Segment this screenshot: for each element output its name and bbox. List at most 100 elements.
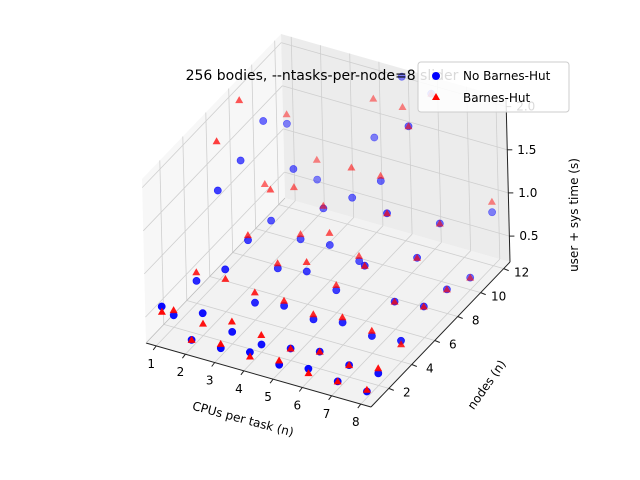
legend-marker-barnes-hut	[432, 93, 440, 100]
point-barnes-hut	[227, 317, 236, 325]
grid-x-back	[495, 95, 501, 260]
y-tick-mark	[457, 316, 463, 319]
point-barnes-hut	[404, 122, 413, 130]
grid-y-floor	[209, 276, 435, 341]
point-barnes-hut	[419, 302, 428, 310]
point-no-barnes-hut	[257, 340, 266, 349]
grid-y-floor	[186, 300, 412, 365]
x-tick-label: 7	[323, 407, 331, 421]
x-tick-label: 2	[177, 365, 185, 379]
point-barnes-hut	[398, 103, 407, 110]
grid-z-back	[283, 128, 509, 194]
grid-z-left	[145, 171, 285, 318]
y-axis-label: nodes (n)	[465, 357, 509, 412]
x-tick-label: 8	[352, 415, 360, 429]
axis-lines	[145, 97, 511, 408]
point-barnes-hut	[466, 273, 475, 281]
point-barnes-hut	[250, 288, 259, 296]
point-no-barnes-hut	[289, 165, 298, 173]
point-no-barnes-hut	[259, 117, 268, 125]
point-barnes-hut	[169, 306, 178, 314]
point-barnes-hut	[221, 274, 230, 282]
data-points	[157, 72, 496, 396]
grid-y-left	[228, 88, 234, 253]
grid-y-left	[159, 160, 165, 325]
y-tick-label: 10	[491, 290, 506, 304]
point-barnes-hut	[260, 180, 269, 187]
point-barnes-hut	[246, 352, 254, 360]
chart-title: 256 bodies, --ntasks-per-node=8 slider	[186, 68, 459, 84]
point-no-barnes-hut	[488, 208, 496, 217]
point-barnes-hut	[338, 313, 347, 321]
point-barnes-hut	[315, 347, 324, 355]
grid-z-back	[284, 171, 510, 237]
point-no-barnes-hut	[236, 156, 245, 165]
point-barnes-hut	[212, 137, 221, 145]
y-tick-mark	[503, 268, 509, 272]
point-barnes-hut	[325, 228, 334, 236]
point-no-barnes-hut	[192, 276, 201, 285]
grid-y-left	[251, 64, 257, 229]
x-tick-label: 4	[235, 382, 243, 396]
z-tick-label: 0.5	[519, 229, 538, 243]
x-axis-label: CPUs per task (n)	[191, 399, 295, 440]
point-barnes-hut	[273, 259, 282, 267]
point-no-barnes-hut	[397, 72, 406, 81]
point-barnes-hut	[216, 339, 225, 347]
point-barnes-hut	[319, 201, 328, 209]
point-barnes-hut	[332, 281, 341, 288]
y-tick-label: 2	[403, 385, 411, 399]
point-barnes-hut	[345, 361, 354, 369]
grid-x-back	[290, 36, 296, 201]
point-barnes-hut	[369, 94, 378, 102]
z-axis-label: user + sys time (s)	[567, 158, 581, 272]
x-tick-label: 6	[293, 399, 301, 413]
grid-x-back	[320, 45, 325, 210]
point-barnes-hut	[413, 253, 422, 261]
grid-x-floor	[243, 225, 384, 372]
y-tick-mark	[480, 292, 486, 296]
point-barnes-hut	[355, 251, 363, 259]
point-barnes-hut	[347, 163, 356, 171]
y-tick-label: 12	[514, 266, 529, 280]
point-barnes-hut	[374, 364, 383, 372]
z-axis-line	[505, 97, 511, 263]
legend-marker-no-barnes-hut	[432, 72, 440, 80]
legend-box	[417, 61, 570, 113]
grid-z-back	[282, 85, 508, 151]
x-tick-mark	[269, 378, 274, 384]
grid-x-floor	[155, 200, 296, 347]
point-barnes-hut	[302, 258, 311, 265]
x-tick-mark	[240, 370, 245, 376]
axis-panes	[142, 34, 510, 407]
point-no-barnes-hut	[302, 267, 311, 276]
point-no-barnes-hut	[198, 309, 207, 318]
x-axis-line	[145, 342, 372, 408]
point-no-barnes-hut	[213, 186, 222, 195]
point-barnes-hut	[397, 340, 406, 348]
point-barnes-hut	[304, 369, 313, 377]
grid-x-back	[349, 53, 355, 218]
grid-y-floor	[278, 204, 504, 269]
legend-label-no-barnes-hut: No Barnes-Hut	[463, 69, 551, 83]
x-tick-label: 5	[264, 390, 272, 404]
point-no-barnes-hut	[313, 175, 322, 184]
point-barnes-hut	[435, 219, 444, 227]
point-barnes-hut	[360, 261, 369, 269]
x-tick-mark	[298, 387, 303, 392]
point-barnes-hut	[442, 285, 451, 293]
point-barnes-hut	[376, 171, 385, 179]
point-barnes-hut	[235, 96, 244, 104]
y-tick-mark	[434, 340, 440, 343]
legend-label-barnes-hut: Barnes-Hut	[463, 91, 531, 105]
point-barnes-hut	[309, 310, 318, 318]
grid-x-floor	[331, 250, 471, 397]
y-tick-label: 6	[449, 338, 457, 352]
grid-lines	[141, 36, 510, 405]
grid-y-floor	[163, 324, 389, 389]
y-axis-line	[370, 261, 511, 408]
x-tick-mark	[152, 345, 157, 351]
grid-x-floor	[360, 258, 501, 405]
point-barnes-hut	[187, 335, 196, 343]
grid-z-left	[144, 128, 284, 275]
